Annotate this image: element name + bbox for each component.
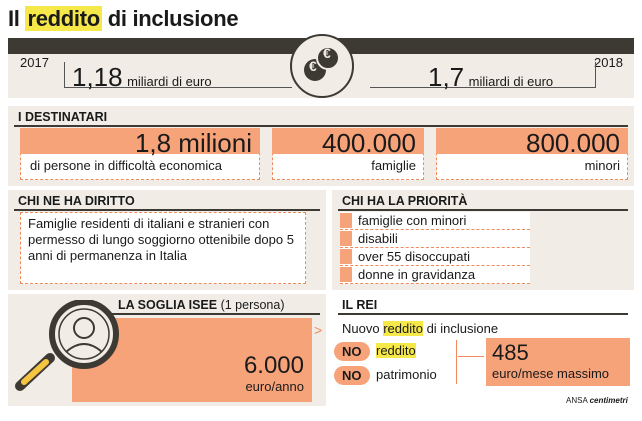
- rei-no-badge-2: NO: [334, 366, 370, 385]
- bullet-square-icon: [340, 231, 352, 246]
- funding-year-left: 2017: [20, 55, 49, 70]
- isee-value: 6.000: [243, 352, 304, 379]
- diritto-box: [20, 212, 306, 284]
- destinatari-value-3: 800.000: [526, 128, 620, 158]
- rei-no-item-1: reddito: [376, 343, 416, 358]
- rei-heading: IL REI: [342, 298, 378, 312]
- priorita-underline: [338, 209, 628, 211]
- funding-bracket-left: [64, 62, 292, 88]
- funding-value-right: 1,7 miliardi di euro: [428, 62, 554, 92]
- destinatari-value-1-bg: [20, 128, 260, 154]
- bullet-square-icon: [340, 249, 352, 264]
- euro-coins-graphic: [304, 46, 340, 81]
- rei-divider-arrow: [458, 356, 484, 357]
- coin-symbol-1: €: [323, 45, 331, 61]
- rei-max-box: [486, 338, 630, 386]
- funding-year-right: 2018: [594, 55, 623, 70]
- isee-unit: euro/anno: [245, 379, 304, 394]
- magnifier-icon: [15, 300, 119, 391]
- destinatari-label-1: di persone in difficoltà economica: [30, 158, 222, 173]
- rei-no-badge-1: NO: [334, 342, 370, 361]
- diritto-underline: [14, 209, 320, 211]
- rei-no-item-2: patrimonio: [376, 367, 437, 382]
- funding-value-left: 1,18 miliardi di euro: [72, 62, 212, 92]
- priorita-item: disabili: [340, 230, 530, 248]
- destinatari-value-3-bg: [436, 128, 628, 154]
- rei-max-value: 485: [492, 340, 529, 365]
- bullet-square-icon: [340, 213, 352, 228]
- priorita-heading: CHI HA LA PRIORITÀ: [342, 194, 468, 208]
- rei-divider: [456, 340, 457, 384]
- destinatari-heading: I DESTINATARI: [18, 110, 108, 124]
- priorita-list: famiglie con minori disabili over 55 dis…: [340, 212, 530, 284]
- destinatari-value-1: 1,8 milioni: [134, 128, 252, 158]
- rei-arrow-icon: >: [314, 322, 323, 338]
- priorita-item: donne in gravidanza: [340, 266, 530, 284]
- credit: ANSA centimetri: [566, 396, 628, 405]
- funding-bracket-right: [370, 62, 596, 88]
- diritto-heading: CHI NE HA DIRITTO: [18, 194, 135, 208]
- euro-coins-icon: [290, 34, 354, 98]
- destinatari-value-2: 400.000: [322, 128, 416, 158]
- isee-underline: [110, 313, 320, 315]
- isee-heading: LA SOGLIA ISEE (1 persona): [118, 298, 285, 312]
- coin-symbol-2: €: [309, 58, 317, 74]
- destinatari-label-2: famiglie: [371, 158, 416, 173]
- destinatari-value-2-bg: [272, 128, 424, 154]
- destinatari-label-3: minori: [584, 158, 620, 173]
- priorita-item: over 55 disoccupati: [340, 248, 530, 266]
- rei-line: Nuovo reddito di inclusione: [342, 321, 499, 336]
- diritto-text: Famiglie residenti di italiani e stranie…: [28, 216, 294, 263]
- priorita-item: famiglie con minori: [340, 212, 530, 230]
- page-title: Il reddito di inclusione: [8, 6, 239, 31]
- destinatari-underline: [14, 125, 628, 127]
- bullet-square-icon: [340, 267, 352, 282]
- rei-max-unit: euro/mese massimo: [492, 366, 610, 381]
- rei-underline: [338, 313, 628, 315]
